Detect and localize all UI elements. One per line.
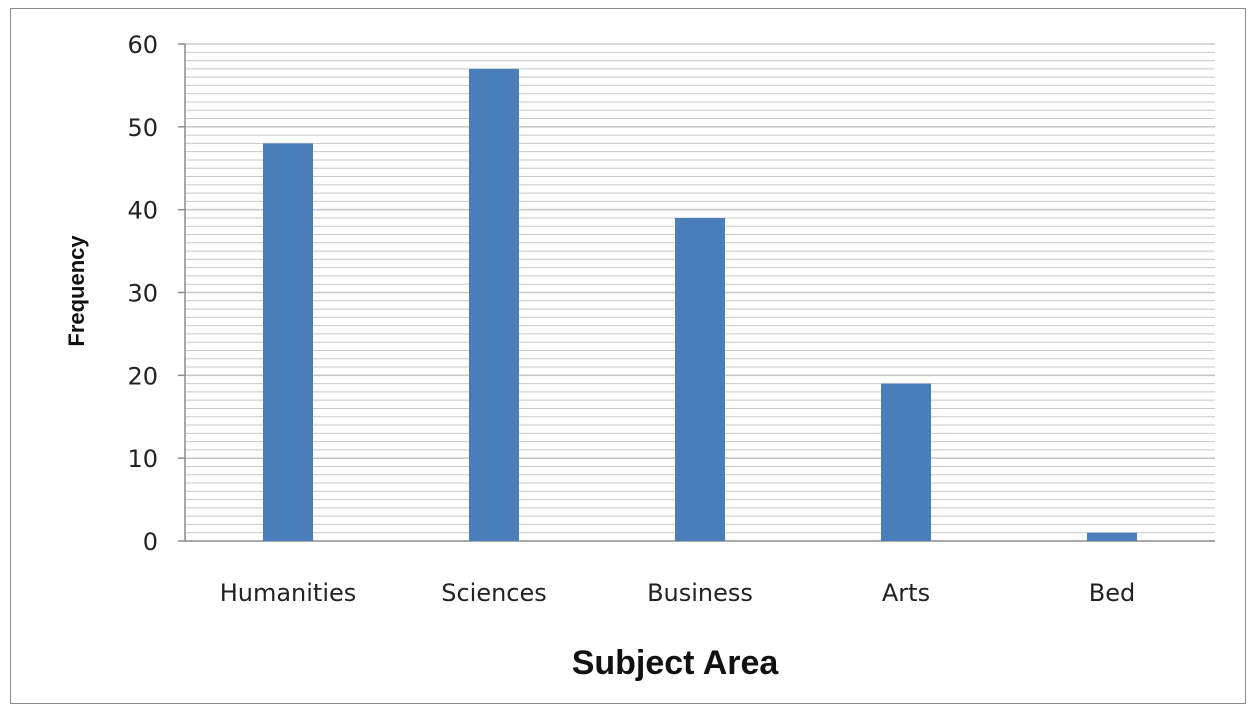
y-tick-label: 30 <box>127 280 158 308</box>
x-tick-label: Sciences <box>441 579 547 607</box>
x-axis-title: Subject Area <box>572 644 780 682</box>
y-axis-title: Frequency <box>64 235 89 347</box>
x-tick-label: Business <box>647 579 753 607</box>
y-tick-label: 50 <box>127 114 158 142</box>
bar-arts <box>881 383 931 541</box>
bar-humanities <box>263 143 313 541</box>
y-tick-label: 40 <box>127 197 158 225</box>
x-tick-label: Humanities <box>220 579 357 607</box>
y-tick-label: 20 <box>127 362 158 390</box>
chart-frame <box>10 8 1246 704</box>
bar-business <box>675 217 725 541</box>
y-tick-label: 0 <box>143 528 158 556</box>
x-tick-label: Bed <box>1089 579 1135 607</box>
bars <box>263 68 1137 541</box>
y-tick-label: 10 <box>127 445 158 473</box>
y-tick-label: 60 <box>127 31 158 59</box>
y-tick-labels: 0 10 20 30 40 50 60 <box>127 31 158 556</box>
bar-sciences <box>469 68 519 541</box>
x-tick-label: Arts <box>882 579 930 607</box>
bar-bed <box>1087 532 1137 541</box>
x-tick-labels: Humanities Sciences Business Arts Bed <box>220 579 1136 607</box>
